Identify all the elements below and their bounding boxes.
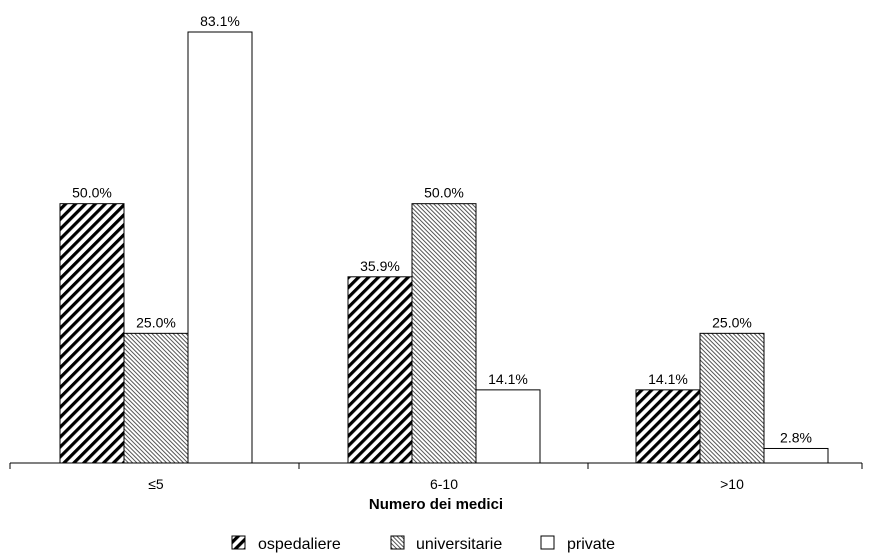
bars-layer <box>59 31 829 464</box>
value-label-private-1: 14.1% <box>488 371 528 387</box>
category-tick-label-0: ≤5 <box>148 476 164 492</box>
value-label-ospedaliere-0: 50.0% <box>72 185 112 201</box>
legend-swatch-ospedaliere <box>231 535 246 550</box>
legend-label-ospedaliere: ospedaliere <box>258 536 341 553</box>
x-axis-label: Numero dei medici <box>369 496 503 513</box>
legend-item-universitarie: universitarie <box>390 535 502 553</box>
legend-swatch-private <box>540 535 555 550</box>
category-tick-label-1: 6-10 <box>430 476 458 492</box>
value-label-universitarie-0: 25.0% <box>136 314 176 330</box>
value-label-private-0: 83.1% <box>200 13 240 29</box>
value-label-universitarie-2: 25.0% <box>712 314 752 330</box>
bar-universitarie-0 <box>123 332 189 464</box>
value-label-ospedaliere-2: 14.1% <box>648 371 688 387</box>
bar-universitarie-2 <box>699 332 765 464</box>
value-label-ospedaliere-1: 35.9% <box>360 258 400 274</box>
legend-item-ospedaliere: ospedaliere <box>231 535 341 553</box>
legend-swatch-universitarie <box>390 535 405 550</box>
legend-label-private: private <box>567 536 615 553</box>
bar-universitarie-1 <box>411 203 477 464</box>
legend-item-private: private <box>540 535 615 553</box>
category-tick-labels: ≤5 6-10 >10 <box>148 476 744 492</box>
bar-private-1 <box>475 389 541 464</box>
value-labels-layer: 50.0% 25.0% 83.1% 35.9% 50.0% 14.1% 14.1% 25.0%… <box>72 13 812 445</box>
value-label-universitarie-1: 50.0% <box>424 185 464 201</box>
value-label-private-2: 2.8% <box>780 429 812 445</box>
legend: ospedaliere universitarie private <box>231 535 615 553</box>
legend-label-universitarie: universitarie <box>416 536 502 553</box>
category-tick-label-2: >10 <box>720 476 744 492</box>
bar-ospedaliere-0 <box>59 203 125 464</box>
bar-private-0 <box>187 31 253 464</box>
bar-ospedaliere-1 <box>347 276 413 464</box>
bar-ospedaliere-2 <box>635 389 701 464</box>
bar-private-2 <box>763 447 829 464</box>
